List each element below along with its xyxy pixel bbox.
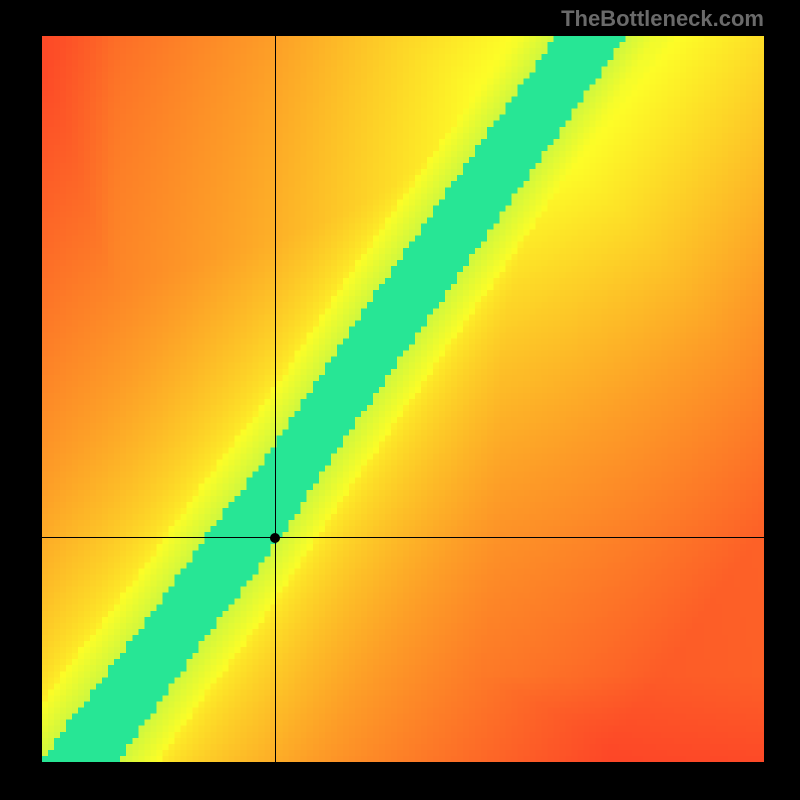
watermark-text: TheBottleneck.com — [561, 6, 764, 32]
crosshair-vertical — [275, 36, 276, 762]
heatmap-canvas — [42, 36, 764, 762]
crosshair-marker — [270, 533, 280, 543]
heatmap-plot — [42, 36, 764, 762]
crosshair-horizontal — [42, 537, 764, 538]
